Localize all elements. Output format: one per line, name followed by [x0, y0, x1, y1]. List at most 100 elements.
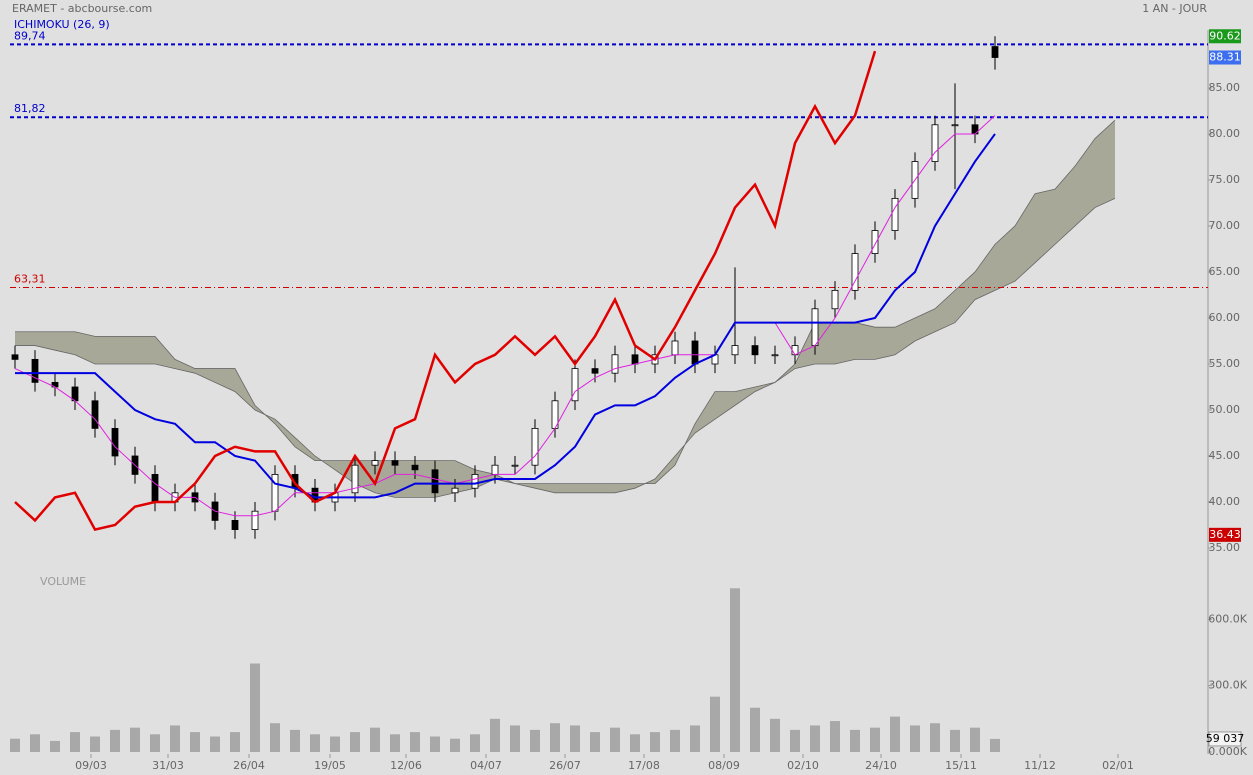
level-label: 81,82	[14, 102, 46, 115]
x-tick-label: 26/04	[233, 759, 265, 772]
x-tick-label: 02/10	[787, 759, 819, 772]
volume-bar	[70, 732, 80, 752]
candle-body	[391, 460, 399, 466]
volume-bar	[770, 718, 780, 752]
x-tick-label: 12/06	[390, 759, 422, 772]
candle-body	[851, 253, 859, 291]
y-tick-label: 50.00	[1209, 403, 1241, 416]
volume-bar	[730, 588, 740, 752]
x-tick-label: 26/07	[549, 759, 581, 772]
candle-body	[451, 487, 459, 494]
volume-bar	[250, 663, 260, 752]
price-tag	[1209, 527, 1241, 542]
volume-bar	[530, 729, 540, 752]
candle-body	[11, 354, 19, 360]
volume-title: VOLUME	[40, 575, 86, 588]
candle-body	[831, 289, 839, 310]
volume-bar	[170, 725, 180, 752]
candle-body	[531, 427, 539, 466]
indicator-line	[15, 133, 996, 499]
level-label: 89,74	[14, 29, 46, 42]
candle-body	[611, 354, 619, 374]
level-label: 63,31	[14, 273, 46, 286]
y-tick-label: 80.00	[1209, 127, 1241, 140]
candle-body	[771, 354, 779, 357]
cloud-edge	[15, 119, 1116, 484]
candle-body	[631, 354, 639, 365]
y-tick-label: 600.0K	[1208, 612, 1247, 625]
price-tag-label: 88.31	[1209, 51, 1241, 64]
volume-bar	[650, 732, 660, 752]
volume-bar	[150, 734, 160, 752]
volume-bar	[830, 721, 840, 752]
candle-body	[931, 124, 939, 162]
x-tick-label: 24/10	[865, 759, 897, 772]
x-tick-label: 17/08	[628, 759, 660, 772]
indicator-line	[14, 50, 877, 532]
candle-body	[351, 464, 359, 494]
x-tick-label: 31/03	[152, 759, 184, 772]
volume-bar	[410, 732, 420, 752]
candle-body	[491, 464, 499, 475]
y-tick-label: 55.00	[1209, 357, 1241, 370]
candle-body	[991, 46, 999, 58]
volume-bar	[310, 734, 320, 752]
y-tick-label: 0.000K	[1208, 745, 1247, 758]
volume-bar	[590, 732, 600, 752]
volume-bar	[790, 729, 800, 752]
volume-bar	[890, 716, 900, 752]
chart-title: ERAMET - abcbourse.com	[12, 2, 152, 15]
volume-bar	[850, 729, 860, 752]
volume-bar	[750, 707, 760, 752]
volume-bar	[950, 729, 960, 752]
x-tick-label: 04/07	[470, 759, 502, 772]
candle-body	[951, 124, 959, 127]
indicator-line	[14, 115, 996, 517]
volume-bar	[30, 734, 40, 752]
candle-body	[871, 230, 879, 254]
volume-bar	[710, 696, 720, 752]
price-tag-label: 90.62	[1209, 29, 1241, 42]
volume-bar	[810, 725, 820, 752]
candle-body	[811, 308, 819, 346]
volume-bar	[110, 729, 120, 752]
y-tick-label: 40.00	[1209, 495, 1241, 508]
volume-bar	[90, 736, 100, 752]
volume-bar	[230, 732, 240, 752]
volume-bar	[510, 725, 520, 752]
volume-bar	[430, 736, 440, 752]
indicator-label: ICHIMOKU (26, 9)	[14, 18, 110, 31]
volume-tag	[1208, 731, 1242, 747]
volume-bar	[290, 729, 300, 752]
x-tick-label: 15/11	[945, 759, 977, 772]
y-tick-label: 60.00	[1209, 311, 1241, 324]
volume-bar	[970, 727, 980, 752]
price-tag	[1209, 29, 1241, 44]
candle-body	[751, 345, 759, 356]
candle-body	[151, 473, 159, 503]
candle-body	[591, 368, 599, 374]
volume-bar	[50, 740, 60, 752]
candle-body	[691, 340, 699, 365]
y-tick-label: 65.00	[1209, 265, 1241, 278]
volume-bar	[670, 729, 680, 752]
volume-bar	[370, 727, 380, 752]
candle-body	[431, 469, 439, 494]
volume-bar	[630, 734, 640, 752]
volume-bar	[330, 736, 340, 752]
candle-body	[371, 460, 379, 466]
candle-body	[891, 197, 899, 231]
volume-bar	[190, 732, 200, 752]
candle-body	[251, 510, 259, 530]
candle-body	[571, 368, 579, 402]
candle-body	[91, 400, 99, 429]
volume-bar	[570, 725, 580, 752]
candle-body	[411, 464, 419, 471]
y-tick-label: 75.00	[1209, 173, 1241, 186]
y-tick-label: 35.00	[1209, 541, 1241, 554]
volume-bar	[470, 734, 480, 752]
x-tick-label: 09/03	[75, 759, 107, 772]
volume-bar	[610, 727, 620, 752]
x-tick-label: 02/01	[1102, 759, 1134, 772]
